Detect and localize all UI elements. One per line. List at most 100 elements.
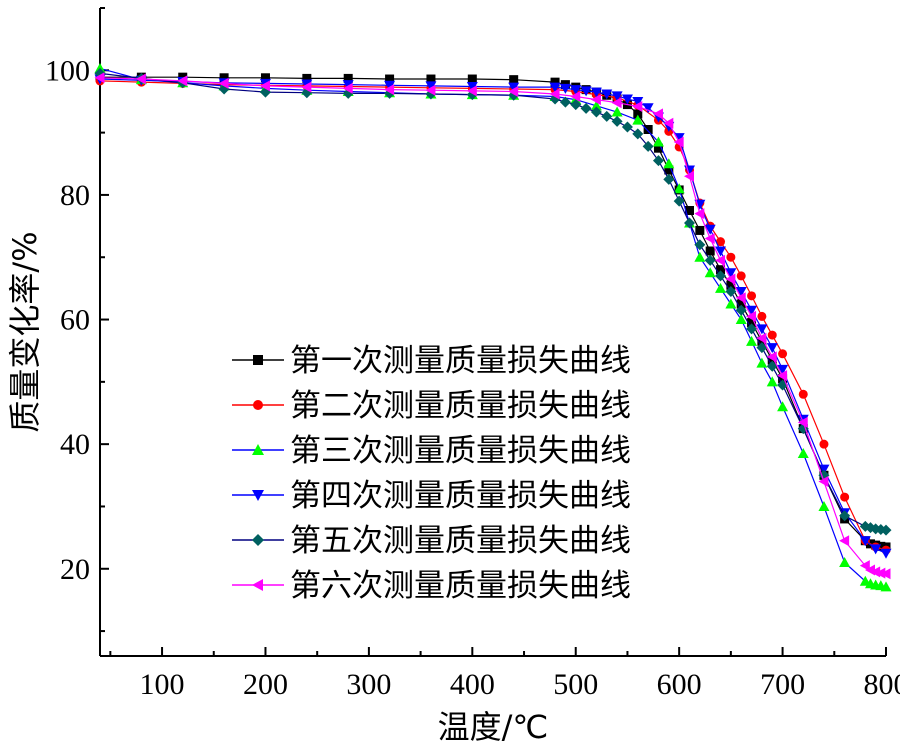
data-point (652, 155, 664, 167)
data-point (756, 332, 767, 344)
data-point (756, 342, 768, 354)
data-point (425, 84, 436, 96)
legend-item-2: 第二次测量质量损失曲线 (232, 388, 631, 424)
data-point (601, 110, 613, 122)
legend-label: 第一次测量质量损失曲线 (290, 343, 631, 379)
data-point (342, 80, 354, 91)
data-point (663, 117, 674, 129)
x-axis-title: 温度/℃ (438, 708, 549, 746)
data-point (870, 544, 882, 555)
data-point (685, 206, 694, 215)
data-point (859, 560, 870, 572)
legend-marker (253, 400, 263, 410)
data-point (715, 282, 727, 293)
data-point (735, 287, 747, 297)
data-point (726, 252, 736, 262)
data-point (259, 80, 270, 92)
y-tick-label: 100 (45, 54, 90, 87)
data-point (704, 254, 716, 266)
legend-marker (252, 579, 263, 591)
data-point (839, 557, 851, 568)
data-point (715, 270, 727, 282)
data-point (611, 115, 623, 127)
legend-item-6: 第六次测量质量损失曲线 (232, 568, 631, 604)
data-point (747, 318, 757, 328)
data-point (590, 94, 601, 106)
data-point (735, 304, 747, 316)
y-tick-label: 60 (60, 304, 90, 337)
y-tick-label: 80 (60, 179, 90, 212)
data-point (819, 439, 829, 449)
data-point (726, 280, 736, 290)
data-point (736, 299, 746, 309)
data-point (94, 72, 105, 84)
series-layer (94, 62, 892, 592)
data-point (260, 73, 270, 83)
data-point (746, 323, 758, 335)
data-point (673, 136, 684, 148)
data-point (632, 128, 644, 140)
data-point (766, 351, 777, 363)
data-point (694, 239, 706, 251)
data-point (580, 102, 592, 114)
data-point (570, 90, 581, 102)
data-point (767, 355, 777, 365)
data-point (778, 374, 788, 384)
data-point (875, 567, 886, 579)
data-point (747, 291, 757, 301)
data-point (673, 183, 685, 194)
legend-item-5: 第五次测量质量损失曲线 (232, 523, 631, 559)
data-point (611, 91, 623, 102)
data-point (570, 99, 582, 111)
data-point (777, 364, 789, 375)
data-point (218, 77, 229, 89)
x-tick-label: 400 (450, 668, 495, 701)
data-point (426, 74, 436, 84)
data-point (632, 100, 643, 112)
data-point (880, 524, 892, 536)
legend-marker (253, 355, 263, 365)
x-tick-label: 100 (140, 668, 185, 701)
series-4 (94, 74, 892, 559)
data-point (736, 271, 746, 281)
data-point (652, 108, 663, 120)
data-point (798, 389, 808, 399)
data-point (549, 82, 561, 93)
data-point (621, 94, 633, 105)
data-point (695, 225, 705, 235)
data-point (550, 77, 560, 87)
data-point (343, 73, 353, 83)
data-point (559, 96, 571, 108)
data-point (797, 448, 809, 458)
data-point (735, 314, 747, 325)
data-point (767, 330, 777, 340)
x-tick-label: 800 (864, 668, 900, 701)
data-point (135, 73, 146, 85)
legend-label: 第五次测量质量损失曲线 (290, 523, 631, 559)
y-tick-label: 40 (60, 428, 90, 461)
legend-item-1: 第一次测量质量损失曲线 (232, 343, 631, 379)
data-point (757, 336, 767, 346)
data-point (425, 81, 437, 92)
data-point (818, 500, 830, 511)
data-point (746, 310, 757, 322)
data-point (725, 273, 736, 285)
data-point (778, 349, 788, 359)
y-axis-title: 质量变化率/% (6, 231, 44, 432)
data-point (385, 74, 395, 84)
legend-label: 第四次测量质量损失曲线 (290, 478, 631, 514)
legend-label: 第二次测量质量损失曲线 (290, 388, 631, 424)
data-point (777, 370, 788, 382)
data-point (704, 233, 715, 245)
data-point (715, 246, 727, 257)
data-point (876, 541, 886, 551)
data-point (880, 581, 892, 592)
data-point (746, 335, 758, 346)
data-point (694, 208, 705, 220)
x-tick-label: 600 (657, 668, 702, 701)
data-point (466, 82, 478, 93)
data-point (663, 173, 675, 185)
data-point (704, 267, 716, 278)
